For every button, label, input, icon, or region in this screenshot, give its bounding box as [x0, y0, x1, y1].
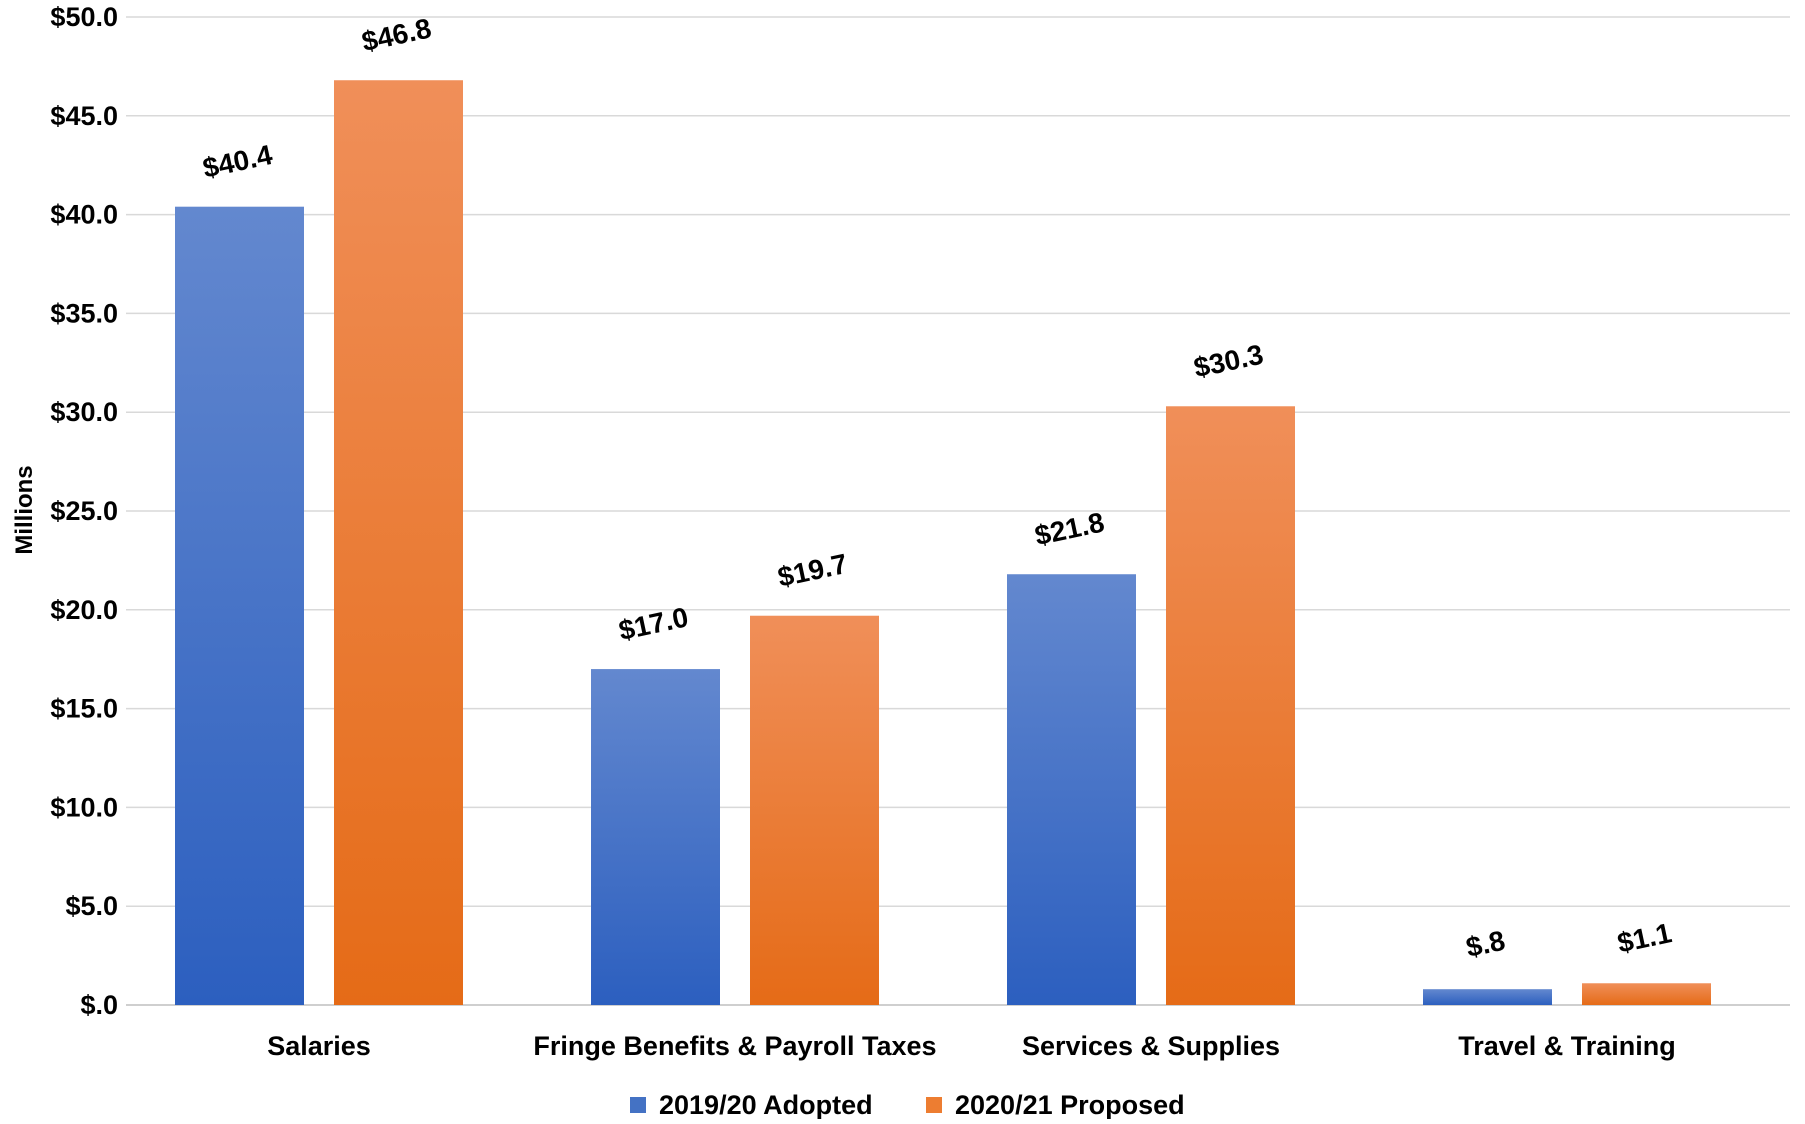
- legend-label: 2020/21 Proposed: [955, 1090, 1185, 1119]
- data-label: $46.8: [359, 12, 434, 57]
- data-label: $19.7: [775, 548, 850, 593]
- y-tick-label: $.0: [80, 990, 118, 1020]
- category-label: Fringe Benefits & Payroll Taxes: [533, 1031, 936, 1061]
- data-label: $30.3: [1191, 339, 1266, 384]
- data-label: $17.0: [616, 601, 691, 646]
- y-tick-label: $50.0: [50, 2, 118, 32]
- data-label: $1.1: [1615, 917, 1675, 959]
- bar-proposed: [1166, 406, 1295, 1006]
- data-label: $40.4: [200, 139, 275, 184]
- legend: 2019/20 Adopted 2020/21 Proposed: [630, 1090, 1185, 1120]
- y-axis-ticks: $.0 $5.0 $10.0 $15.0 $20.0 $25.0 $30.0 $35.0 $40…: [50, 2, 118, 1020]
- bar-adopted: [1007, 574, 1136, 1005]
- bar-adopted: [175, 206, 304, 1006]
- x-axis-categories: Salaries Fringe Benefits & Payroll Taxes S…: [267, 1031, 1676, 1061]
- legend-label: 2019/20 Adopted: [659, 1090, 873, 1119]
- category-label: Services & Supplies: [1022, 1031, 1280, 1061]
- y-tick-label: $20.0: [50, 595, 118, 625]
- bar-adopted: [1423, 989, 1552, 1005]
- data-label: $.8: [1463, 925, 1508, 963]
- y-tick-label: $15.0: [50, 694, 118, 724]
- category-label: Salaries: [267, 1031, 371, 1061]
- data-label: $21.8: [1032, 506, 1107, 551]
- bars: [175, 80, 1711, 1006]
- y-tick-label: $5.0: [65, 891, 118, 921]
- y-tick-label: $35.0: [50, 298, 118, 328]
- y-tick-label: $30.0: [50, 397, 118, 427]
- y-tick-label: $45.0: [50, 101, 118, 131]
- y-tick-label: $10.0: [50, 792, 118, 822]
- bar-adopted: [591, 669, 720, 1005]
- bar-proposed: [334, 80, 463, 1006]
- bar-proposed: [1582, 983, 1711, 1005]
- y-axis-title: Millions: [11, 465, 38, 554]
- y-tick-label: $40.0: [50, 200, 118, 230]
- legend-swatch: [926, 1097, 942, 1113]
- legend-swatch: [630, 1097, 646, 1113]
- y-tick-label: $25.0: [50, 496, 118, 526]
- bar-proposed: [750, 615, 879, 1005]
- category-label: Travel & Training: [1458, 1031, 1676, 1061]
